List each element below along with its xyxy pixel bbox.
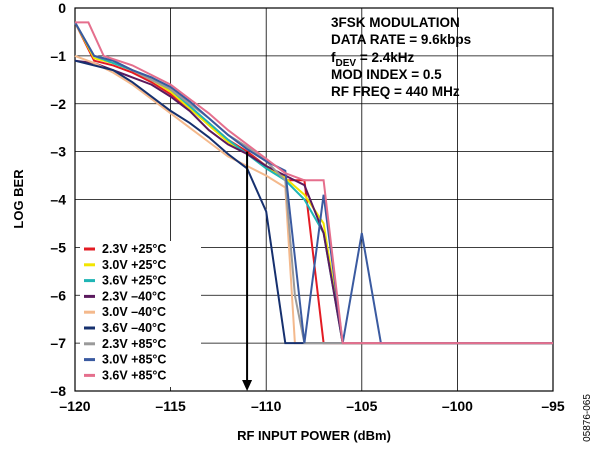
- data-lines: [74, 21, 553, 345]
- x-tick-label: –105: [346, 398, 377, 414]
- x-tick-label: –120: [59, 398, 90, 414]
- x-tick-label: –95: [541, 398, 565, 414]
- y-tick-label: –8: [50, 383, 66, 399]
- legend-label: 2.3V +25°C: [102, 242, 166, 256]
- y-tick-label: –3: [50, 144, 66, 160]
- annotation-f: f: [331, 50, 336, 65]
- y-ticks: 0 –1 –2 –3 –4 –5 –6 –7 –8: [50, 0, 66, 399]
- y-tick-label: –2: [50, 96, 66, 112]
- y-tick-label: –5: [50, 239, 66, 255]
- legend-label: 2.3V +85°C: [102, 337, 166, 351]
- y-tick-label: –4: [50, 192, 66, 208]
- legend-label: 3.0V +85°C: [102, 353, 166, 367]
- legend-label: 2.3V –40°C: [102, 289, 166, 303]
- legend-label: 3.6V –40°C: [102, 321, 166, 335]
- series-line: [74, 59, 553, 345]
- legend-label: 3.6V +25°C: [102, 274, 166, 288]
- y-tick-label: –6: [50, 287, 66, 303]
- legend-background: [80, 241, 201, 387]
- series-line: [74, 59, 553, 345]
- figure-code: 05876-065: [582, 394, 593, 442]
- annotation-dev-value: = 2.4kHz: [356, 50, 414, 65]
- y-tick-label: 0: [58, 0, 66, 16]
- series-line: [74, 21, 553, 345]
- legend: 2.3V +25°C 3.0V +25°C 3.6V +25°C2.3V –40°C…: [80, 241, 201, 387]
- x-tick-label: –115: [155, 398, 186, 414]
- x-ticks: –120 –115 –110 –105 –100 –95: [59, 398, 564, 414]
- annotation-dev-subscript: DEV: [336, 58, 357, 69]
- arrow: [242, 151, 253, 391]
- annotation-line-3: fDEV = 2.4kHz: [331, 50, 414, 69]
- modulation-annotation: 3FSK MODULATION DATA RATE = 9.6kbps fDEV…: [331, 15, 471, 99]
- annotation-line-1: 3FSK MODULATION: [331, 15, 460, 30]
- y-tick-label: –1: [50, 48, 66, 64]
- legend-label: 3.0V –40°C: [102, 305, 166, 319]
- x-tick-label: –110: [251, 398, 282, 414]
- series-line: [74, 21, 553, 345]
- arrow-head: [242, 380, 253, 391]
- x-tick-label: –100: [442, 398, 473, 414]
- y-tick-label: –7: [50, 335, 66, 351]
- x-axis-title: RF INPUT POWER (dBm): [237, 428, 391, 443]
- y-axis-title: LOG BER: [11, 169, 26, 229]
- series-line: [74, 54, 553, 345]
- annotation-line-5: RF FREQ = 440 MHz: [331, 84, 460, 99]
- annotation-line-2: DATA RATE = 9.6kbps: [331, 32, 471, 47]
- legend-label: 3.6V +85°C: [102, 368, 166, 382]
- series-line: [75, 21, 553, 345]
- annotation-line-4: MOD INDEX = 0.5: [331, 67, 442, 82]
- legend-label: 3.0V +25°C: [102, 258, 166, 272]
